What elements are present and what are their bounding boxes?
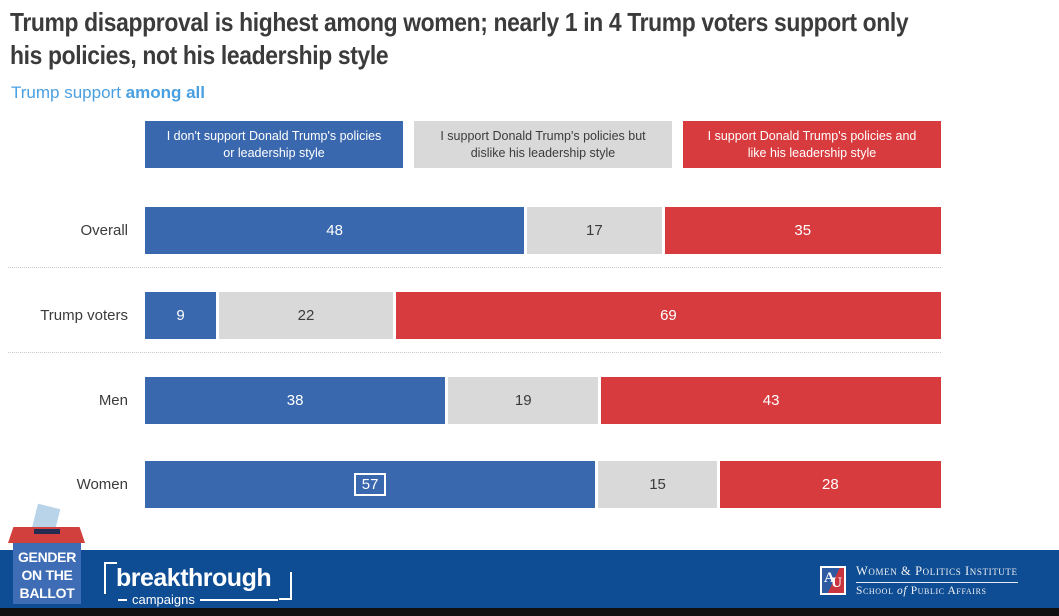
bar-row-overall: Overall 48 17 35: [0, 207, 941, 254]
legend-label: I support Donald Trump's policies but di…: [440, 128, 646, 160]
breakthrough-logo-name: breakthrough: [116, 564, 272, 592]
bar-row-women: Women 57 15 28: [0, 461, 941, 508]
category-label: Women: [76, 476, 128, 493]
segment-value: 15: [649, 476, 666, 493]
category-label: Men: [98, 392, 128, 409]
chart-title-line1: Trump disapproval is highest among women…: [10, 7, 909, 37]
stacked-bar: 38 19 43: [145, 377, 941, 424]
row-divider: [8, 352, 941, 353]
bar-segment: 57: [145, 461, 596, 508]
school-word: School: [856, 585, 894, 597]
segment-value: 17: [586, 222, 603, 239]
gob-line2: ON THE: [21, 567, 73, 584]
stacked-bar: 48 17 35: [145, 207, 941, 254]
legend-label: I don't support Donald Trump's policies …: [166, 128, 382, 160]
chart-legend: I don't support Donald Trump's policies …: [145, 121, 941, 168]
bar-segment: 38: [145, 377, 446, 424]
au-monogram-background: A U: [822, 568, 844, 593]
tagline-rule: [199, 598, 278, 601]
gender-on-the-ballot-logo: GENDER ON THE BALLOT: [8, 503, 92, 605]
bar-segment: 69: [395, 292, 941, 339]
bar-segment: 48: [145, 207, 525, 254]
bar-segment: 9: [145, 292, 217, 339]
bar-segment: 19: [448, 377, 599, 424]
bar-segment: 35: [664, 207, 941, 254]
segment-value: 35: [794, 222, 812, 239]
segment-value: 43: [762, 392, 780, 409]
category-label: Overall: [80, 222, 128, 239]
subtitle-prefix: Trump support: [11, 83, 126, 102]
legend-item-1: I support Donald Trump's policies but di…: [414, 121, 672, 168]
ballot-box-label: GENDER ON THE BALLOT: [13, 543, 81, 604]
gob-line1: GENDER: [17, 549, 77, 565]
footer-bottom-strip: [0, 608, 1059, 616]
chart-title-line2: his policies, not his leadership style: [10, 39, 389, 70]
stacked-bar: 9 22 69: [145, 292, 941, 339]
bar-row-men: Men 38 19 43: [0, 377, 941, 424]
breakthrough-logo-tagline: campaigns: [132, 592, 195, 607]
legend-item-2: I support Donald Trump's policies and li…: [683, 121, 941, 168]
segment-value: 22: [297, 307, 315, 324]
breakthrough-logo-tagline-row: campaigns: [118, 592, 278, 607]
bar-row-trump-voters: Trump voters 9 22 69: [0, 292, 941, 339]
au-letter-u: U: [831, 575, 842, 591]
segment-value: 19: [514, 392, 532, 409]
bar-segment: 28: [719, 461, 941, 508]
segment-value: 9: [176, 307, 185, 324]
subtitle-emphasis: among all: [125, 83, 205, 102]
row-divider: [8, 267, 941, 268]
tagline-dash: [118, 598, 127, 601]
segment-value: 69: [660, 307, 677, 324]
chart-title: Trump disapproval is highest among women…: [10, 6, 1059, 72]
bar-segment: 43: [601, 377, 941, 424]
school-name: School of Public Affairs: [856, 585, 1018, 597]
school-of-word: of: [897, 585, 908, 597]
institute-text: Women & Politics Institute School of Pub…: [856, 564, 1018, 597]
legend-label: I support Donald Trump's policies and li…: [707, 128, 917, 160]
school-rest: Public Affairs: [910, 585, 987, 597]
women-politics-institute-logo: A U Women & Politics Institute School of…: [820, 564, 1018, 597]
stacked-bar: 57 15 28: [145, 461, 941, 508]
segment-value: 38: [286, 392, 304, 409]
ballot-box-lid-icon: [8, 527, 85, 543]
footer-band: breakthrough campaigns A U Women & Polit…: [0, 550, 1059, 608]
gob-line3: BALLOT: [19, 585, 75, 602]
american-university-monogram-icon: A U: [820, 566, 846, 595]
bar-segment: 22: [219, 292, 393, 339]
ballot-slot-icon: [34, 529, 60, 534]
legend-item-0: I don't support Donald Trump's policies …: [145, 121, 403, 168]
segment-value: 48: [326, 222, 343, 239]
bar-segment: 15: [598, 461, 717, 508]
highlighted-value: 57: [353, 473, 387, 496]
category-label: Trump voters: [40, 307, 128, 324]
institute-name: Women & Politics Institute: [856, 564, 1018, 583]
chart-subtitle: Trump support among all: [11, 83, 205, 103]
au-letter-a: A: [824, 570, 835, 586]
breakthrough-campaigns-logo: breakthrough campaigns: [104, 562, 292, 609]
breakthrough-logo-frame: breakthrough campaigns: [104, 562, 292, 609]
bar-segment: 17: [527, 207, 662, 254]
segment-value: 28: [822, 476, 839, 493]
